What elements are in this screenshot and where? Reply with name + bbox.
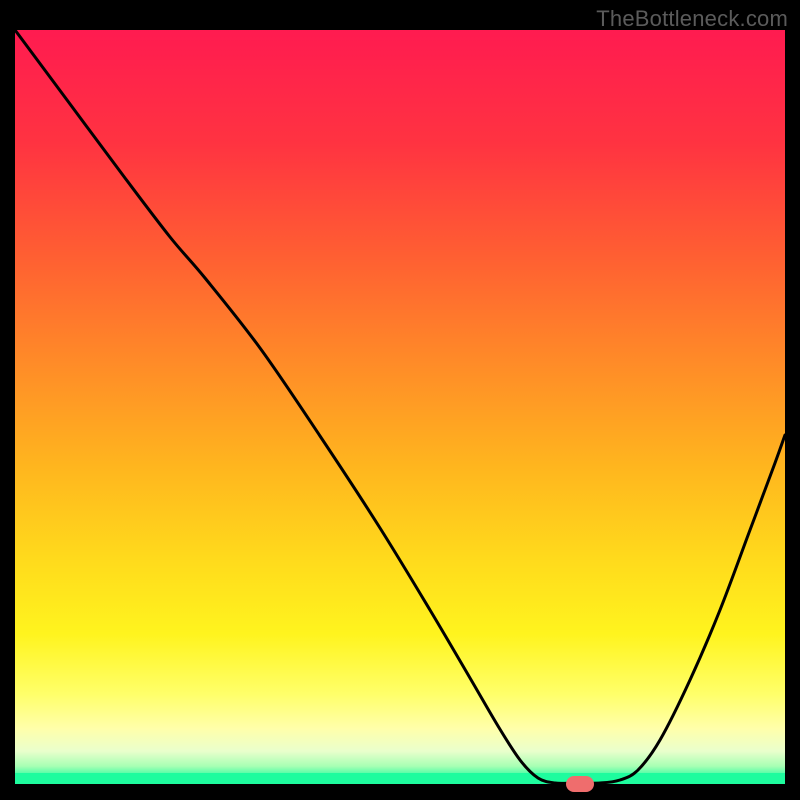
- optimal-marker: [566, 776, 594, 792]
- chart-frame: TheBottleneck.com: [0, 0, 800, 800]
- watermark-text: TheBottleneck.com: [596, 6, 788, 32]
- green-baseline-strip: [15, 773, 785, 785]
- bottleneck-plot: [0, 0, 800, 800]
- gradient-panel: [15, 30, 785, 785]
